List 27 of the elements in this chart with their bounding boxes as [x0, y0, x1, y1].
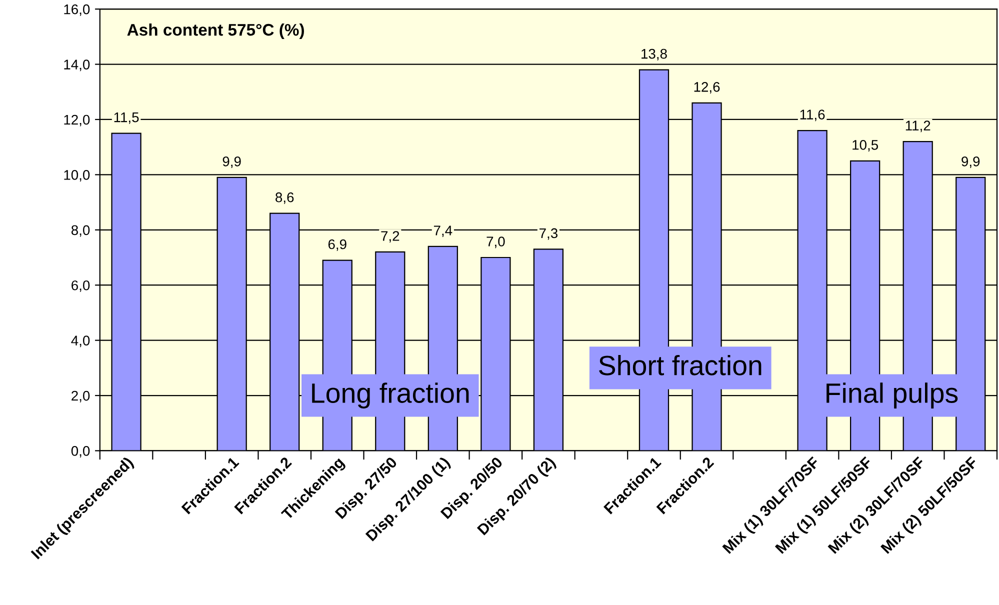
y-tick-label: 14,0 [64, 60, 90, 72]
data-label: 9,9 [222, 156, 241, 168]
annotation: Long fraction [312, 382, 469, 408]
y-tick-label: 10,0 [64, 170, 90, 182]
y-tick-label: 12,0 [64, 114, 90, 126]
text: Ash content 575°C (%) [127, 23, 304, 40]
data-label: 12,6 [694, 82, 720, 94]
y-tick-label: 6,0 [72, 280, 90, 292]
data-label: 7,3 [540, 228, 558, 240]
data-label: 8,6 [276, 192, 294, 204]
y-tick-label: 4,0 [71, 336, 90, 348]
annotation: Short fraction [599, 354, 762, 376]
y-tick-label: 8,0 [71, 225, 90, 237]
data-label: 11,5 [114, 112, 139, 124]
data-label: 6,9 [328, 239, 346, 251]
y-tick-label: 2,0 [72, 390, 90, 402]
data-label: 7,4 [434, 226, 452, 238]
data-label: 9,9 [962, 156, 980, 168]
data-label: 11,2 [906, 120, 930, 132]
annotation: Final pulps [826, 382, 958, 408]
data-label: 7,0 [486, 236, 505, 248]
y-tick-label: 0,0 [71, 446, 90, 458]
data-label: 7,2 [381, 231, 400, 243]
data-label: 11,6 [800, 110, 825, 122]
data-label: 10,5 [852, 140, 878, 152]
data-label: 13,8 [642, 48, 667, 60]
y-tick-label: 16,0 [64, 4, 90, 16]
